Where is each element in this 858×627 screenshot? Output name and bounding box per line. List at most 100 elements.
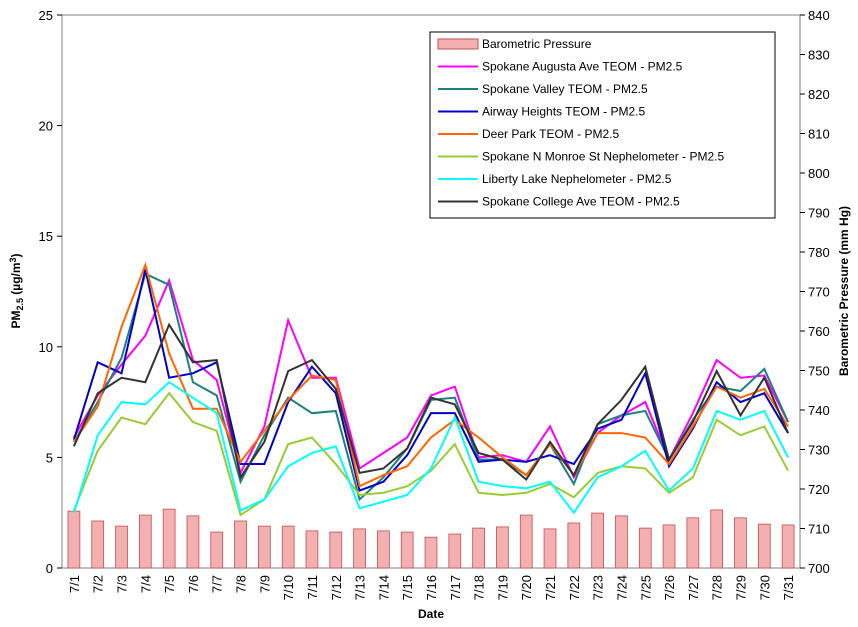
x-tick-label: 7/11 [305,575,320,599]
legend-label: Spokane College Ave TEOM - PM2.5 [482,195,680,209]
y-tick-label: 10 [39,340,53,355]
x-tick-label: 7/17 [448,575,463,600]
y-label-part: 3 [8,257,18,262]
y-tick-label: 15 [39,229,53,244]
x-tick-label: 7/18 [472,575,487,600]
x-tick-label: 7/22 [567,575,582,600]
line [72,380,789,515]
y2-axis-label: Barometric Pressure (mm Hg) [837,206,851,376]
y2-tick-label: 830 [808,48,830,63]
bar [591,512,604,569]
bar [734,517,747,569]
y-tick-label: 25 [39,8,53,23]
y-tick-label: 20 [39,119,53,134]
bar [234,520,247,569]
bar [496,526,509,569]
x-tick-label: 7/21 [543,575,558,600]
y2-tick-label: 840 [808,8,830,23]
x-tick-label: 7/25 [638,575,653,600]
legend-label: Deer Park TEOM - PM2.5 [482,127,619,141]
y2-tick-label: 730 [808,443,830,458]
y-tick-label: 5 [46,450,53,465]
bar [400,531,414,569]
line [72,322,790,482]
legend-label: Spokane N Monroe St Nephelometer - PM2.5 [482,150,724,164]
x-tick-label: 7/16 [424,575,439,600]
x-tick-label: 7/9 [257,575,272,593]
y-label-part: (µg/m [9,262,23,298]
x-tick-label: 7/7 [210,575,225,593]
y2-tick-label: 700 [808,561,830,576]
y-axis-label: PM2.5 (µg/m3) [8,253,25,328]
x-tick-label: 7/20 [519,575,534,600]
x-tick-label: 7/31 [781,575,796,600]
x-tick-label: 7/1 [67,575,82,593]
x-tick-label: 7/5 [162,575,177,593]
x-tick-label: 7/30 [757,575,772,600]
legend-label: Airway Heights TEOM - PM2.5 [482,105,645,119]
x-axis-label: Date [418,607,444,621]
y2-tick-label: 710 [808,522,830,537]
line [72,391,789,517]
bar [662,524,676,569]
x-tick-label: 7/10 [281,575,296,600]
x-tick-label: 7/4 [138,575,153,593]
y2-tick-label: 820 [808,87,830,102]
bar [353,528,366,569]
bar [162,508,176,569]
bar [67,510,81,569]
bar [686,517,700,569]
bar [377,530,390,569]
bar [448,533,462,569]
bar [115,525,128,569]
legend-label: Barometric Pressure [482,37,592,51]
line [72,269,789,492]
y-label-part: PM [9,311,23,329]
y-label-part: ) [9,253,23,257]
y2-tick-label: 720 [808,482,830,497]
bar [757,523,771,569]
legend-label: Liberty Lake Nephelometer - PM2.5 [482,172,672,186]
bar [781,524,795,569]
y2-tick-label: 770 [808,285,830,300]
x-tick-label: 7/19 [495,575,510,600]
bar [638,527,652,569]
bar [91,520,105,569]
y-tick-label: 0 [46,561,53,576]
y2-tick-label: 800 [808,166,830,181]
bar [305,530,319,569]
x-tick-label: 7/26 [662,575,677,600]
x-tick-label: 7/15 [400,575,415,600]
x-tick-label: 7/13 [353,575,368,600]
line [73,261,789,488]
y2-tick-label: 750 [808,364,830,379]
bar [543,528,557,569]
x-tick-label: 7/27 [686,575,701,600]
bar [281,525,295,569]
y-label-part: 2.5 [15,298,25,311]
x-tick-label: 7/2 [91,575,106,593]
legend-swatch [437,38,479,50]
bar [210,531,224,569]
bar [424,536,438,569]
bar [186,515,200,569]
bar [615,515,628,569]
x-tick-label: 7/28 [710,575,725,600]
bar [519,514,533,569]
bar [258,525,271,569]
bar [329,531,343,569]
x-tick-label: 7/24 [614,575,629,600]
bar [710,509,724,569]
x-tick-label: 7/23 [591,575,606,600]
bar [567,522,581,569]
bar [472,527,485,569]
x-tick-label: 7/14 [376,575,391,600]
y2-tick-label: 740 [808,403,830,418]
y2-tick-label: 810 [808,127,830,142]
bar [138,514,152,569]
x-tick-label: 7/29 [733,575,748,600]
legend-box [429,31,776,219]
x-tick-label: 7/8 [234,575,249,593]
legend-label: Spokane Valley TEOM - PM2.5 [482,82,648,96]
